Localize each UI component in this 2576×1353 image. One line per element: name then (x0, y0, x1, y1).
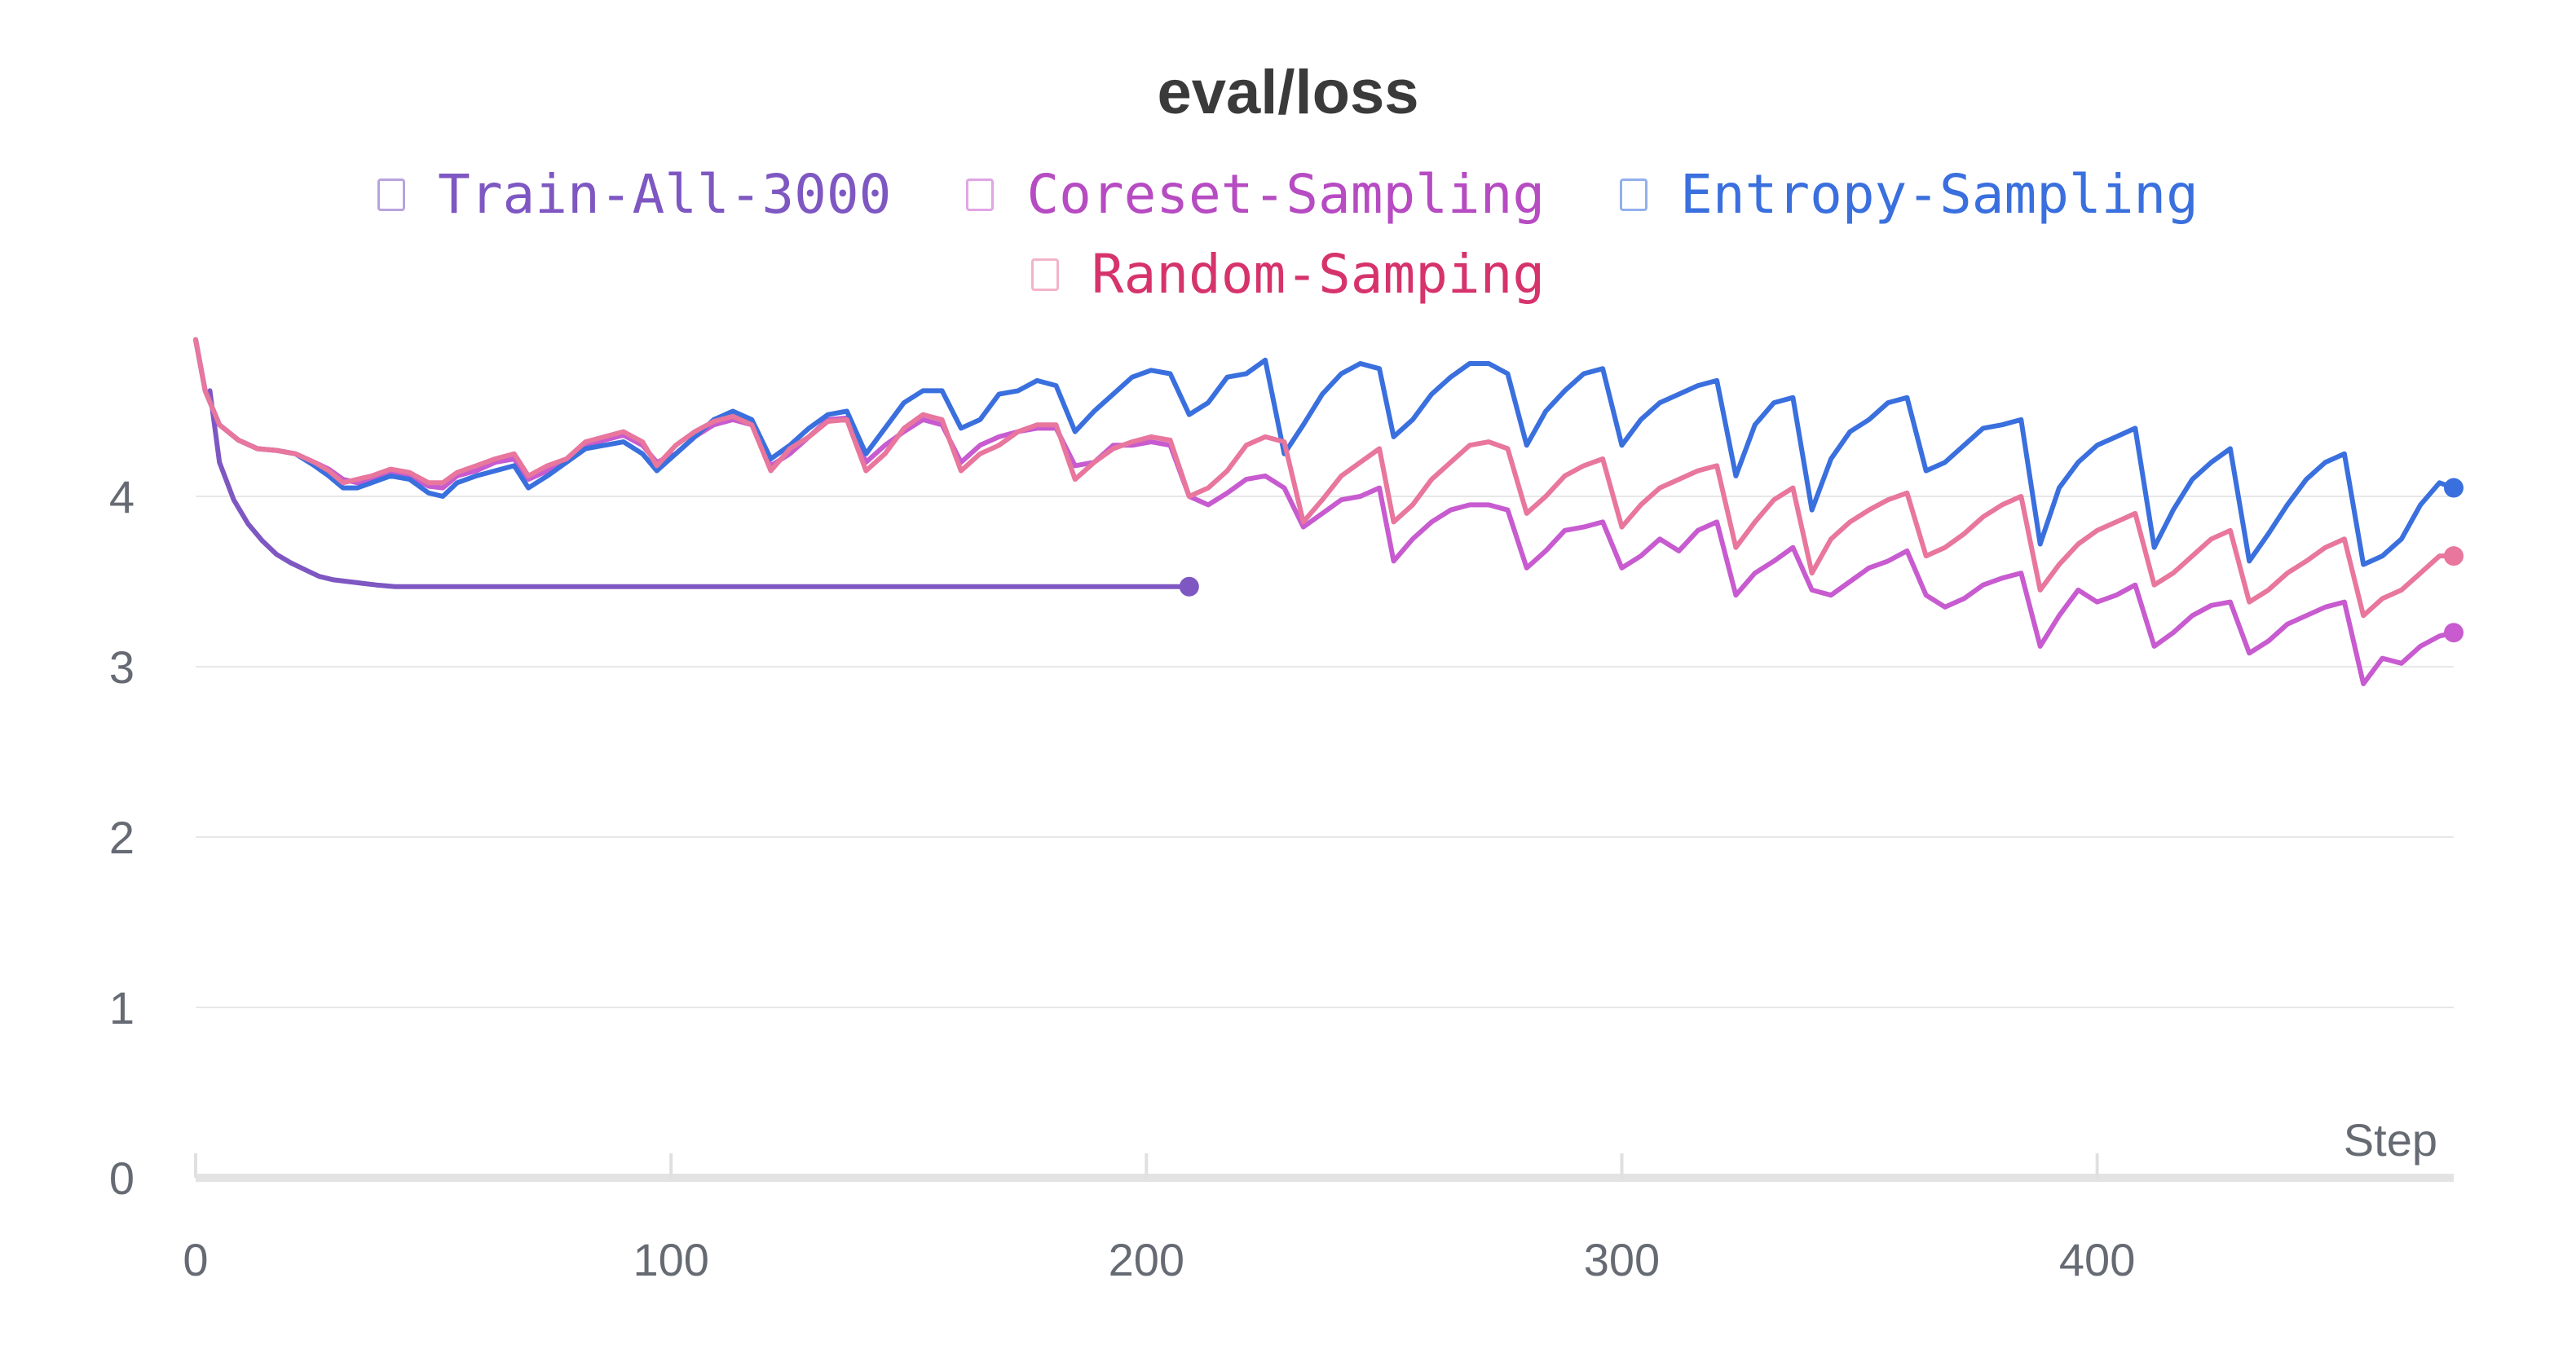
x-axis (194, 1153, 2454, 1182)
legend-swatch-coreset-sampling (966, 178, 995, 211)
x-tick-label-4: 400 (2059, 1234, 2135, 1285)
x-tick-label-2: 200 (1109, 1234, 1184, 1285)
legend: Train-All-3000 Coreset-Sampling Entropy-… (0, 163, 2576, 226)
series-end-point-random-samping (2444, 546, 2464, 566)
legend-label-random-samping: Random-Samping (1091, 243, 1546, 306)
y-tick-label-1: 1 (109, 982, 135, 1033)
legend-item-coreset-sampling[interactable]: Coreset-Sampling (966, 163, 1545, 226)
series-end-point-entropy-sampling (2444, 478, 2464, 498)
y-tick-label-2: 2 (109, 812, 135, 863)
series-lines (193, 337, 2464, 686)
legend-label-coreset-sampling: Coreset-Sampling (1026, 163, 1546, 226)
series-end-point-train-all-3000 (1179, 576, 1199, 597)
legend-label-train-all-3000: Train-All-3000 (438, 163, 892, 226)
series-line-coreset-sampling (193, 337, 2456, 686)
y-tick-label-3: 3 (109, 641, 135, 693)
legend-item-train-all-3000[interactable]: Train-All-3000 (377, 163, 891, 226)
x-tick-label-3: 300 (1584, 1234, 1660, 1285)
series-line-train-all-3000 (207, 388, 1192, 589)
legend-item-entropy-sampling[interactable]: Entropy-Sampling (1620, 163, 2199, 226)
x-tick-label-0: 0 (183, 1234, 208, 1285)
series-line-random-samping (193, 337, 2456, 619)
x-axis-label: Step (2344, 1114, 2437, 1166)
y-tick-label-0: 0 (109, 1152, 135, 1204)
legend-row-2: Random-Samping (0, 243, 2576, 306)
grid-lines (196, 496, 2454, 1008)
legend-swatch-entropy-sampling (1620, 178, 1648, 211)
chart-title: eval/loss (1157, 58, 1419, 127)
x-tick-label-1: 100 (633, 1234, 708, 1285)
legend-item-random-samping[interactable]: Random-Samping (1030, 243, 1546, 306)
tick-labels: 0 1 2 3 4 0 100 200 300 400 Step (109, 471, 2437, 1285)
legend-swatch-train-all-3000 (377, 178, 406, 211)
series-line-entropy-sampling (193, 337, 2456, 567)
y-tick-label-4: 4 (109, 471, 135, 522)
series-end-point-coreset-sampling (2444, 623, 2464, 643)
legend-swatch-random-samping (1030, 258, 1059, 291)
legend-label-entropy-sampling: Entropy-Sampling (1680, 163, 2199, 226)
